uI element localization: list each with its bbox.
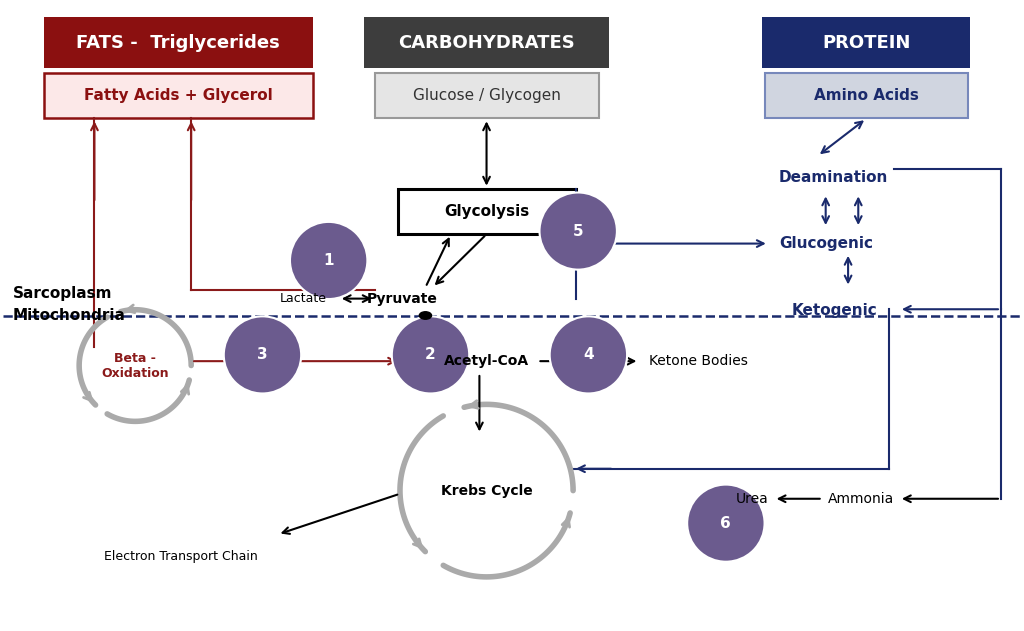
- Text: Acetyl-CoA: Acetyl-CoA: [444, 354, 529, 368]
- Text: CARBOHYDRATES: CARBOHYDRATES: [398, 34, 574, 52]
- Text: Mitochondria: Mitochondria: [13, 308, 126, 323]
- Text: 2: 2: [425, 348, 436, 362]
- Text: 1: 1: [324, 253, 334, 268]
- Text: Pyruvate: Pyruvate: [367, 292, 437, 305]
- Text: PROTEIN: PROTEIN: [822, 34, 910, 52]
- Text: 5: 5: [572, 223, 584, 239]
- Text: Glucose / Glycogen: Glucose / Glycogen: [413, 88, 560, 103]
- Text: Urea: Urea: [736, 492, 769, 506]
- Text: Lactate: Lactate: [280, 292, 327, 305]
- Text: 3: 3: [257, 348, 268, 362]
- Text: Deamination: Deamination: [779, 170, 888, 186]
- Bar: [43, 73, 313, 119]
- Ellipse shape: [224, 316, 301, 394]
- Ellipse shape: [550, 316, 627, 394]
- Ellipse shape: [540, 192, 616, 269]
- Circle shape: [419, 312, 431, 319]
- Bar: [398, 189, 577, 234]
- Text: Sarcoplasm: Sarcoplasm: [13, 286, 113, 301]
- Text: Krebs Cycle: Krebs Cycle: [440, 483, 532, 498]
- Bar: [43, 17, 313, 68]
- Bar: [365, 17, 608, 68]
- Text: 4: 4: [583, 348, 594, 362]
- Ellipse shape: [687, 485, 765, 562]
- Text: Electron Transport Chain: Electron Transport Chain: [104, 550, 258, 563]
- Ellipse shape: [392, 316, 469, 394]
- Text: Ketone Bodies: Ketone Bodies: [649, 354, 749, 368]
- Bar: [762, 17, 971, 68]
- Bar: [765, 73, 969, 119]
- Text: Glucogenic: Glucogenic: [779, 236, 872, 251]
- Text: FATS -  Triglycerides: FATS - Triglycerides: [76, 34, 280, 52]
- Text: Fatty Acids + Glycerol: Fatty Acids + Glycerol: [84, 88, 272, 103]
- Text: 6: 6: [721, 516, 731, 531]
- Text: Glycolysis: Glycolysis: [444, 204, 529, 219]
- Bar: [375, 73, 599, 119]
- Text: Ammonia: Ammonia: [827, 492, 894, 506]
- Text: Ketogenic: Ketogenic: [793, 303, 878, 318]
- Ellipse shape: [290, 222, 368, 299]
- Text: Amino Acids: Amino Acids: [814, 88, 919, 103]
- Text: Beta -
Oxidation: Beta - Oxidation: [101, 351, 169, 379]
